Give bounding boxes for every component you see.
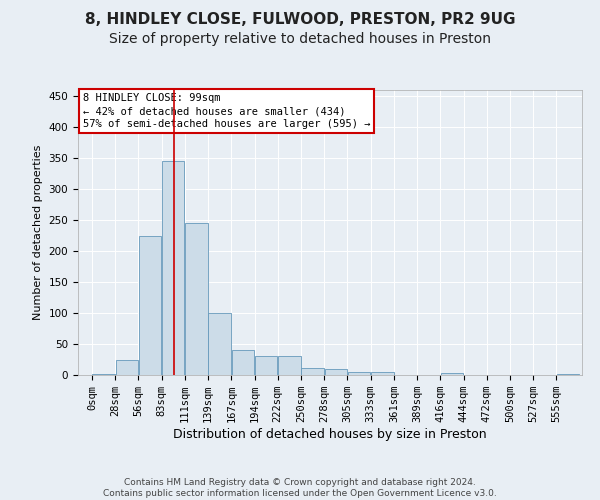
Text: Contains HM Land Registry data © Crown copyright and database right 2024.
Contai: Contains HM Land Registry data © Crown c… <box>103 478 497 498</box>
Bar <box>301 368 324 375</box>
Bar <box>232 350 254 375</box>
Bar <box>371 372 394 375</box>
Text: 8 HINDLEY CLOSE: 99sqm
← 42% of detached houses are smaller (434)
57% of semi-de: 8 HINDLEY CLOSE: 99sqm ← 42% of detached… <box>83 93 371 129</box>
Bar <box>92 374 115 375</box>
Bar <box>440 373 463 375</box>
Bar <box>116 360 138 375</box>
Bar <box>278 356 301 375</box>
Text: 8, HINDLEY CLOSE, FULWOOD, PRESTON, PR2 9UG: 8, HINDLEY CLOSE, FULWOOD, PRESTON, PR2 … <box>85 12 515 28</box>
Bar <box>139 236 161 375</box>
Bar <box>162 161 184 375</box>
X-axis label: Distribution of detached houses by size in Preston: Distribution of detached houses by size … <box>173 428 487 441</box>
Y-axis label: Number of detached properties: Number of detached properties <box>33 145 43 320</box>
Bar <box>325 369 347 375</box>
Bar <box>348 372 370 375</box>
Bar <box>185 223 208 375</box>
Bar <box>557 374 580 375</box>
Bar <box>255 356 277 375</box>
Text: Size of property relative to detached houses in Preston: Size of property relative to detached ho… <box>109 32 491 46</box>
Bar <box>208 313 231 375</box>
